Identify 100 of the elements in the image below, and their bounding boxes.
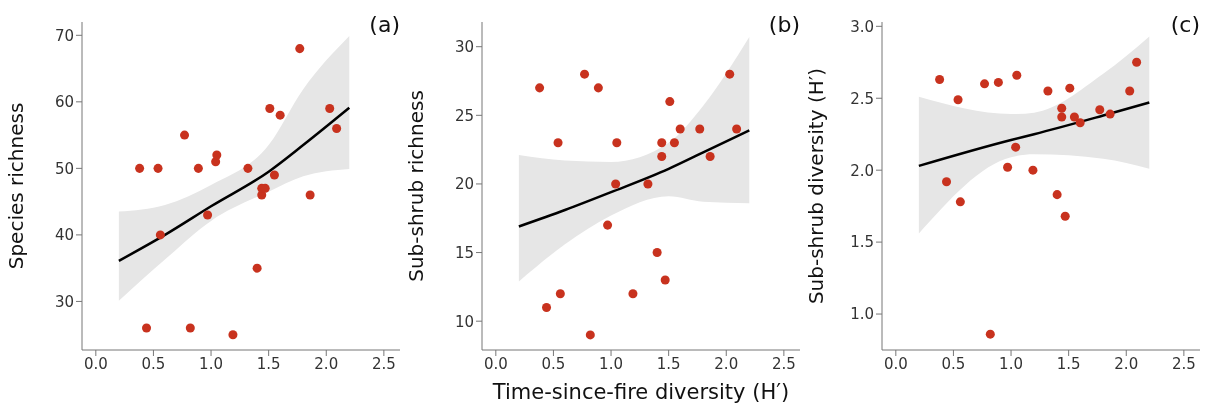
y-tick-label: 10 [454, 312, 474, 331]
annotation: (b) [768, 12, 800, 37]
point [269, 170, 279, 180]
x-tick-label: 2.5 [371, 354, 396, 373]
point [203, 210, 213, 220]
x-tick-label: 1.0 [199, 354, 223, 373]
point [657, 151, 667, 161]
point [193, 163, 203, 173]
line-series [917, 101, 1151, 168]
point [985, 329, 995, 339]
point [665, 97, 675, 107]
point [212, 150, 222, 160]
point [643, 179, 653, 189]
point [953, 95, 963, 105]
point [1043, 86, 1053, 96]
point [705, 151, 715, 161]
point [955, 197, 965, 207]
point [580, 69, 590, 79]
point [732, 124, 742, 134]
y-axis-title: Species richness [4, 102, 29, 270]
point [593, 83, 603, 93]
annotation: (c) [1170, 12, 1200, 37]
point [243, 163, 253, 173]
point [1057, 112, 1067, 122]
point [180, 130, 190, 140]
x-tick-label: 0.0 [83, 354, 108, 373]
x-tick-label: 0.5 [141, 354, 166, 373]
point [295, 44, 305, 54]
point [332, 123, 342, 133]
point [657, 138, 667, 148]
point [612, 138, 622, 148]
point [980, 79, 990, 89]
point [585, 330, 595, 340]
point [553, 138, 563, 148]
x-tick-label: 2.5 [771, 354, 796, 373]
point [1052, 190, 1062, 200]
line-series [117, 106, 351, 263]
x-tick-label: 2.0 [1114, 354, 1139, 373]
annotation: (a) [369, 12, 400, 37]
y-tick-label: 20 [454, 175, 474, 194]
point [1075, 118, 1085, 128]
point [1011, 142, 1021, 152]
y-tick-label: 40 [54, 226, 74, 245]
point [275, 110, 285, 120]
point [325, 103, 335, 113]
x-tick-label: 2.5 [1171, 354, 1196, 373]
point [155, 230, 165, 240]
point [628, 289, 638, 299]
x-tick-label: 0.5 [541, 354, 566, 373]
point [228, 330, 238, 340]
y-tick-label: 60 [54, 93, 74, 112]
y-tick-label: 25 [454, 106, 474, 125]
point [935, 75, 945, 85]
y-axis-title: Sub-shrub richness [404, 90, 429, 282]
y-tick-label: 2.0 [850, 161, 874, 180]
point [993, 77, 1003, 87]
point [603, 220, 613, 230]
point [1065, 83, 1075, 93]
point [675, 124, 685, 134]
point [1057, 103, 1067, 113]
point [1003, 162, 1013, 172]
x-tick-label: 0.0 [883, 354, 908, 373]
x-tick-label: 1.0 [999, 354, 1023, 373]
point [1028, 165, 1038, 175]
point [942, 177, 952, 187]
point [725, 69, 735, 79]
x-axis-title: Time-since-fire diversity (H′) [491, 380, 791, 404]
x-tick-label: 1.5 [656, 354, 681, 373]
y-tick-label: 3.0 [850, 17, 874, 36]
x-tick-label: 0.5 [941, 354, 966, 373]
x-tick-label: 1.5 [1056, 354, 1081, 373]
point [142, 323, 152, 333]
y-tick-label: 1.5 [850, 233, 874, 252]
point [1095, 105, 1105, 115]
point [660, 275, 670, 285]
point [542, 302, 552, 312]
point [1069, 112, 1079, 122]
point [252, 263, 262, 273]
point [1060, 211, 1070, 221]
point [135, 163, 145, 173]
point [305, 190, 315, 200]
y-tick-label: 70 [54, 26, 74, 45]
y-tick-label: 1.0 [850, 305, 874, 324]
point [1105, 109, 1115, 119]
point [153, 163, 163, 173]
x-tick-label: 2.0 [714, 354, 739, 373]
x-tick-label: 0.0 [483, 354, 508, 373]
y-tick-label: 30 [454, 38, 474, 57]
point [652, 248, 662, 258]
point [669, 138, 679, 148]
point [695, 124, 705, 134]
point [265, 103, 275, 113]
y-tick-label: 50 [54, 159, 74, 178]
point [1132, 57, 1142, 67]
x-tick-label: 1.5 [256, 354, 281, 373]
point [611, 179, 621, 189]
point [1125, 86, 1135, 96]
x-tick-label: 1.0 [599, 354, 623, 373]
point [1012, 70, 1022, 80]
y-tick-label: 30 [54, 292, 74, 311]
